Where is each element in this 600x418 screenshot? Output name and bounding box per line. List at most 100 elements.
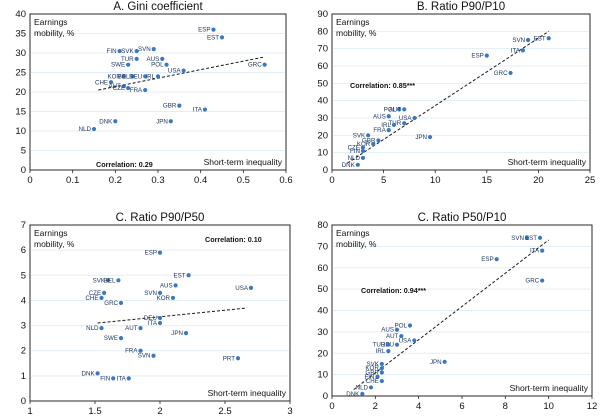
point-label: EST xyxy=(207,34,219,41)
point-label: DNK xyxy=(342,162,356,169)
data-point xyxy=(386,128,391,133)
x-tick-label: 10 xyxy=(543,401,554,412)
point-label: CHE xyxy=(95,79,108,86)
data-point xyxy=(177,103,182,108)
y-tick-label: 15 xyxy=(15,107,26,118)
point-label: FIN xyxy=(350,148,360,155)
trend-line xyxy=(347,30,549,164)
chart-panel-4: C. Ratio P50/P10 0 10 20 30 40 50 60 70 80 0 2 4 6 8 10… xyxy=(317,212,597,412)
data-point xyxy=(138,325,143,331)
point-label: USA xyxy=(399,337,413,344)
y-tick-label: 30 xyxy=(317,327,328,338)
correlation-annotation: Correlation: 0.29 xyxy=(96,160,153,169)
point-label: AUT xyxy=(389,106,402,113)
x-axis-label: Short-term inequality xyxy=(508,157,587,167)
data-point xyxy=(118,300,124,306)
y-tick-label: 90 xyxy=(317,9,328,20)
y-tick-label: 80 xyxy=(317,220,328,231)
data-point xyxy=(540,278,545,283)
point-label: NLD xyxy=(348,155,361,162)
chart-title: A. Gini coefficient xyxy=(113,1,203,13)
x-tick-label: 12 xyxy=(587,401,598,412)
y-tick-label: 5 xyxy=(21,146,26,157)
point-label: KOR xyxy=(157,295,171,302)
point-label: POL xyxy=(384,106,397,113)
data-point xyxy=(412,115,417,121)
point-label: JPN xyxy=(156,118,168,125)
point-label: GRC xyxy=(248,62,262,69)
x-tick-label: 6 xyxy=(459,401,464,412)
data-point xyxy=(151,353,156,358)
point-label: USA xyxy=(168,68,182,75)
y-axis-label: mobility, % xyxy=(34,28,75,38)
y-tick-label: 40 xyxy=(15,9,26,20)
y-tick-label: 1 xyxy=(21,371,26,382)
point-label: IRL xyxy=(145,73,155,80)
point-label: EST xyxy=(525,235,537,242)
point-label: NLD xyxy=(356,384,369,391)
x-tick-label: 10 xyxy=(430,175,441,186)
data-point xyxy=(157,290,163,295)
point-label: CHE xyxy=(85,295,98,302)
point-label: ITA xyxy=(193,107,203,114)
data-point xyxy=(105,278,111,283)
data-point xyxy=(118,336,124,341)
data-point xyxy=(121,84,126,89)
data-point xyxy=(173,283,178,288)
data-point xyxy=(399,334,404,339)
data-point xyxy=(111,376,116,381)
x-tick-label: 20 xyxy=(533,175,544,186)
data-point xyxy=(126,62,131,67)
point-label: AUT xyxy=(108,83,121,90)
data-point xyxy=(537,235,543,240)
data-point xyxy=(386,349,391,354)
data-point xyxy=(248,285,254,290)
y-tick-label: 25 xyxy=(15,68,26,79)
y-axis-label: mobility, % xyxy=(34,239,75,249)
point-label: DEU xyxy=(129,73,142,80)
y-axis-label: mobility, % xyxy=(336,239,377,249)
point-label: GRC xyxy=(494,70,508,77)
point-label: AUS xyxy=(147,56,160,63)
data-point xyxy=(99,325,104,331)
x-tick-label: 0.3 xyxy=(151,175,164,186)
data-point xyxy=(211,27,216,32)
data-point xyxy=(386,114,391,119)
point-label: IRL xyxy=(376,348,386,355)
point-label: GBR xyxy=(163,103,177,110)
point-label: FRA xyxy=(130,87,143,94)
data-point xyxy=(379,378,384,384)
y-tick-label: 4 xyxy=(21,295,26,306)
data-point xyxy=(99,295,104,301)
point-label: ESP xyxy=(198,27,210,34)
data-point xyxy=(91,126,97,132)
y-tick-label: 20 xyxy=(317,348,328,359)
point-label: CZE xyxy=(113,85,125,92)
data-point xyxy=(427,134,433,140)
data-point xyxy=(157,250,163,255)
x-tick-label: 2.5 xyxy=(218,406,231,417)
data-point xyxy=(102,290,107,295)
data-point xyxy=(157,315,163,321)
point-label: ITA xyxy=(511,47,521,54)
point-label: GBR xyxy=(365,369,379,376)
data-point xyxy=(402,121,407,126)
y-tick-label: 0 xyxy=(21,396,26,407)
y-tick-label: 7 xyxy=(21,220,26,231)
data-point xyxy=(360,145,366,150)
x-tick-label: 25 xyxy=(585,175,596,186)
y-tick-label: 2 xyxy=(21,346,26,357)
point-label: AUS xyxy=(381,327,394,334)
point-label: ITA xyxy=(117,375,127,382)
data-point xyxy=(376,138,381,143)
point-label: KOR xyxy=(365,365,379,372)
chart-title: C. Ratio P50/P10 xyxy=(418,212,507,224)
data-point xyxy=(524,235,530,240)
data-point xyxy=(183,331,189,336)
point-label: PRT xyxy=(223,355,235,362)
point-label: POL xyxy=(151,62,164,69)
point-label: CHE xyxy=(366,378,379,385)
data-point xyxy=(391,122,397,128)
